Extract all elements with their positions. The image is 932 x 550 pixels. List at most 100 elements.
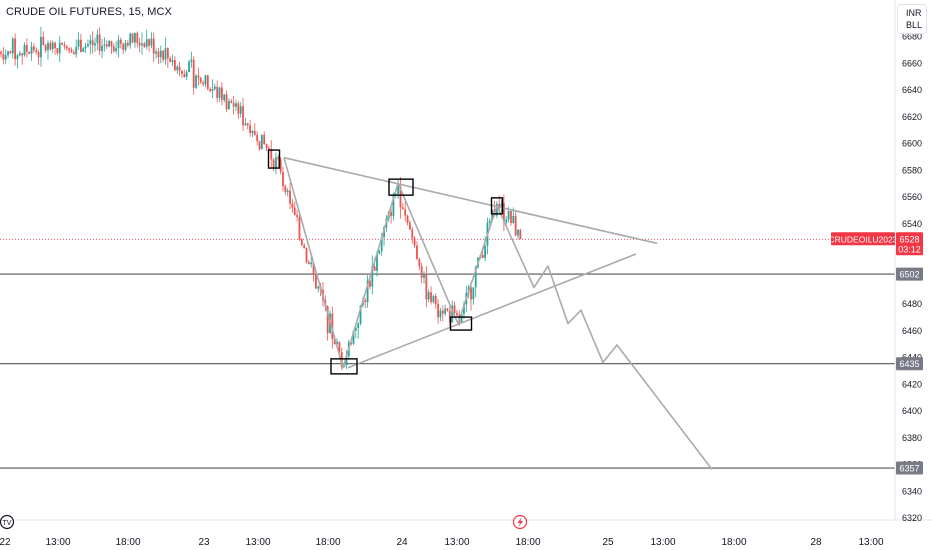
y-tick-label: 6540 [902,219,922,229]
candle-body [70,50,73,53]
candle-body [293,207,296,215]
candle-body [359,305,362,324]
pivot-marker-box[interactable] [388,178,414,196]
candle-body [392,195,395,217]
tradingview-logo-icon[interactable]: TV [0,514,15,530]
candle-body [157,51,160,58]
candle-body [401,207,404,210]
candle-body [11,38,14,54]
candle-body [230,101,233,104]
lower-trendline[interactable] [347,253,637,369]
y-tick-label: 6620 [902,112,922,122]
candle-body [282,172,284,186]
candle-body [409,222,411,230]
candle-body [119,39,122,44]
candle-body [171,60,174,63]
candle-body [82,48,85,52]
candle-body [275,157,277,168]
x-tick-label: 18:00 [721,537,746,548]
pivot-marker-box[interactable] [490,197,504,215]
candle-body [223,94,226,101]
candle-body [291,203,294,208]
candle-body [138,42,141,46]
candle-body [30,46,33,54]
candle-body [47,42,49,51]
candle-body [481,255,484,258]
pivot-marker-box[interactable] [330,358,358,375]
candle-body [190,59,193,62]
candle-body [68,48,71,51]
candle-body [453,305,456,314]
candle-body [460,314,463,323]
candle-body [279,159,282,173]
candle-body [420,266,423,278]
candle-body [277,157,280,160]
symbol-badge-label: CRUDEOILU2023 [829,234,898,244]
candle-body [352,330,355,344]
candle-body [296,214,298,217]
candle-body [411,229,414,239]
candle-body [369,280,371,287]
candle-body [495,203,498,216]
candle-body [432,296,435,302]
candle-body [413,238,416,246]
candle-body [181,70,183,75]
candle-body [437,304,439,318]
candle-body [141,43,143,46]
candle-body [105,44,108,47]
candle-body [484,245,486,258]
symbol-badge [831,232,895,246]
candle-body [310,262,313,265]
x-tick-label: 13:00 [858,537,883,548]
candle-body [338,342,341,353]
candle-body [488,220,491,223]
candle-body [21,53,24,56]
candle-body [174,60,176,71]
candle-body [514,215,517,236]
pivot-marker-box[interactable] [267,149,281,169]
x-tick-label: 13:00 [444,537,469,548]
candle-body [178,66,181,71]
y-tick-label: 6680 [902,32,922,42]
candle-body [98,34,101,52]
candle-body [49,42,52,50]
candle-body [192,59,195,88]
x-tick-label: 23 [198,537,210,548]
candle-body [364,300,367,303]
candle-body [0,52,2,55]
candle-body [251,131,254,134]
candle-body [54,42,56,49]
candle-body [136,32,139,43]
level-badge [896,267,923,281]
candle-body [507,211,510,220]
candle-body [65,46,68,49]
candle-body [40,36,42,58]
y-tick-label: 6580 [902,165,922,175]
candle-body [491,209,494,221]
x-tick-label: 22 [0,537,11,548]
candle-body [380,237,383,252]
candle-body [115,48,118,52]
currency-unit-box[interactable]: INR BLL [897,4,927,34]
candle-body [244,123,247,126]
zigzag-projection-line[interactable] [283,157,713,470]
candle-body [44,45,47,51]
pivot-marker-box[interactable] [449,316,473,331]
candle-body [145,39,148,47]
candle-body [336,342,338,345]
lightning-icon[interactable] [512,514,528,530]
candle-body [216,86,219,98]
candle-body [28,51,31,54]
candle-body [354,328,357,331]
candle-body [263,134,266,145]
candle-body [510,211,512,223]
candle-body [18,53,21,56]
candle-body [72,52,75,55]
level-badge [896,461,923,475]
candle-body [517,229,519,236]
candle-body [117,39,120,49]
candle-body [159,50,162,58]
upper-trendline[interactable] [283,156,658,245]
